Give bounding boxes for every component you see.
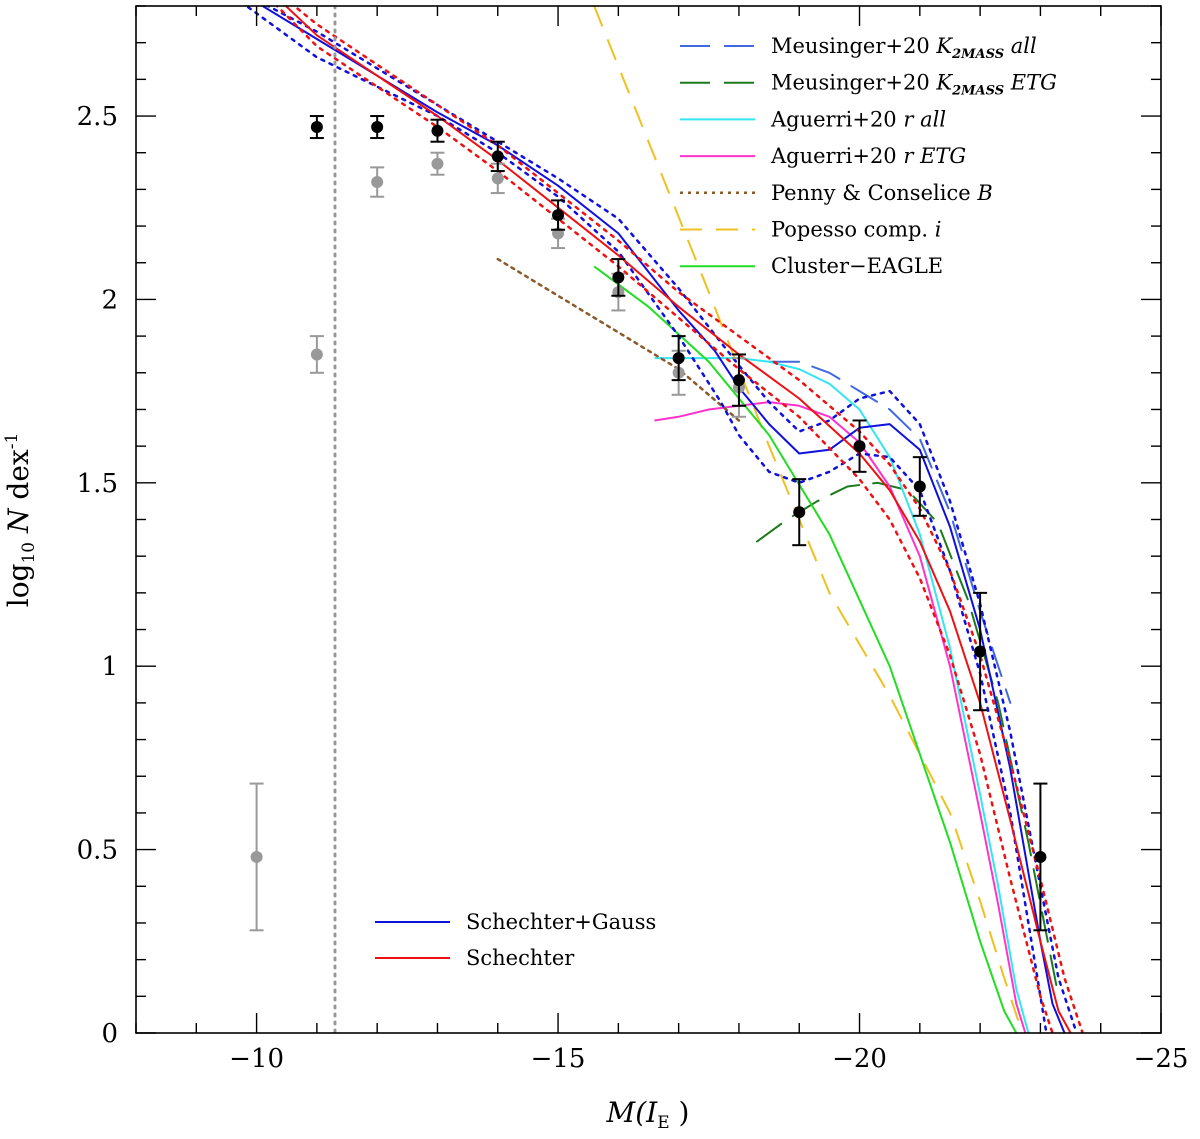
y-tick-label: 0 [101, 1019, 118, 1049]
series-cluster-eagle [593, 265, 1018, 1033]
black-data-point [852, 419, 867, 473]
y-tick-label: 1 [101, 652, 118, 682]
black-data-point-marker [853, 440, 866, 453]
legend-entry-schechter-gauss: Schechter+Gauss [375, 910, 656, 934]
legend-label: Aguerri+20 r all [770, 107, 946, 131]
y-axis-title: log10 N dex-1 [2, 433, 39, 608]
black-data-point [611, 258, 626, 297]
black-data-point [731, 353, 746, 407]
gray-data-point-marker [491, 172, 504, 185]
series-popesso-comp-i [593, 6, 1024, 1033]
y-tick-label: 2.5 [77, 102, 118, 132]
series-schechter-upper [292, 6, 1084, 1033]
black-data-point [551, 199, 566, 231]
series-schechter-lower [275, 6, 1054, 1033]
series-meusinger-20-k2mass-all [768, 360, 1012, 704]
x-tick-label: −20 [832, 1044, 887, 1074]
black-data-point [973, 591, 988, 712]
gray-data-point-marker [371, 176, 384, 189]
legend-entry-meusinger-20-k-etg: Meusinger+20 K2MASS ETG [680, 71, 1057, 99]
series-schechter-gauss [260, 6, 1066, 1033]
black-data-point-marker [431, 124, 444, 137]
series-meusinger-20-k2mass-etg [756, 481, 1060, 998]
black-data-point [671, 335, 686, 382]
black-data-point-marker [612, 271, 625, 284]
plot-frame [135, 5, 1162, 1034]
legend-label: Schechter [466, 946, 575, 970]
black-data-point [1033, 782, 1048, 932]
legend-entry-penny-conselice-b: Penny & Conselice B [680, 181, 993, 205]
legend-entry-aguerri-20-r-all: Aguerri+20 r all [680, 107, 946, 131]
black-data-point-marker [672, 352, 685, 365]
y-tick-label: 2 [101, 285, 118, 315]
legend-entry-schechter: Schechter [375, 946, 575, 970]
y-tick-label: 0.5 [77, 836, 118, 866]
legend: Meusinger+20 K2MASS all Meusinger+20 K2MA… [375, 34, 1057, 970]
black-data-point [912, 456, 927, 517]
black-data-point-marker [552, 209, 565, 222]
legend-entry-popesso-comp-i: Popesso comp. i [680, 218, 942, 242]
axis-ticks: −10 −15 −20 −25 0 0.5 1 1.5 2 2.5 [77, 5, 1189, 1074]
black-data-point [792, 478, 807, 547]
legend-entry-aguerri-20-r-etg: Aguerri+20 r ETG [680, 144, 966, 168]
gray-data-point-marker [431, 157, 444, 170]
x-axis-title: M(IE ) [606, 1096, 690, 1133]
points-layer [249, 115, 1048, 932]
series-schechter-gauss-lower [244, 6, 1048, 1033]
gray-data-point [430, 151, 445, 176]
series-layer [244, 6, 1084, 1033]
black-data-point [309, 115, 324, 140]
black-data-point [490, 140, 505, 173]
series-schechter [284, 6, 1072, 1033]
gray-data-point [249, 782, 264, 932]
black-data-point-marker [793, 506, 806, 519]
gray-data-point [309, 335, 324, 374]
legend-label: Meusinger+20 K2MASS ETG [771, 71, 1057, 99]
legend-label: Cluster−EAGLE [771, 254, 943, 278]
black-data-point-marker [310, 121, 323, 134]
black-data-point-marker [732, 374, 745, 387]
legend-label: Schechter+Gauss [466, 910, 656, 934]
black-data-point-marker [913, 480, 926, 493]
gray-data-point-marker [310, 348, 323, 361]
x-tick-label: −25 [1134, 1044, 1189, 1074]
legend-label: Penny & Conselice B [771, 181, 993, 205]
x-tick-label: −10 [229, 1044, 284, 1074]
black-data-point-marker [974, 645, 987, 658]
series-aguerri-20-r-all [654, 357, 1030, 1033]
gray-data-point [370, 166, 385, 198]
black-data-point [430, 118, 445, 143]
x-tick-label: −15 [531, 1044, 586, 1074]
black-data-point-marker [371, 121, 384, 134]
black-data-point-marker [491, 150, 504, 163]
series-penny-conselice-b [496, 257, 741, 422]
black-data-point-marker [1034, 850, 1047, 863]
gray-data-point-marker [250, 850, 263, 863]
y-tick-label: 1.5 [77, 469, 118, 499]
legend-label: Popesso comp. i [771, 218, 942, 242]
legend-entry-cluster-eagle: Cluster−EAGLE [680, 254, 943, 278]
legend-label: Meusinger+20 K2MASS all [771, 34, 1037, 62]
black-data-point [370, 115, 385, 140]
legend-entry-meusinger-20-k-all: Meusinger+20 K2MASS all [680, 34, 1037, 62]
legend-label: Aguerri+20 r ETG [770, 144, 966, 168]
